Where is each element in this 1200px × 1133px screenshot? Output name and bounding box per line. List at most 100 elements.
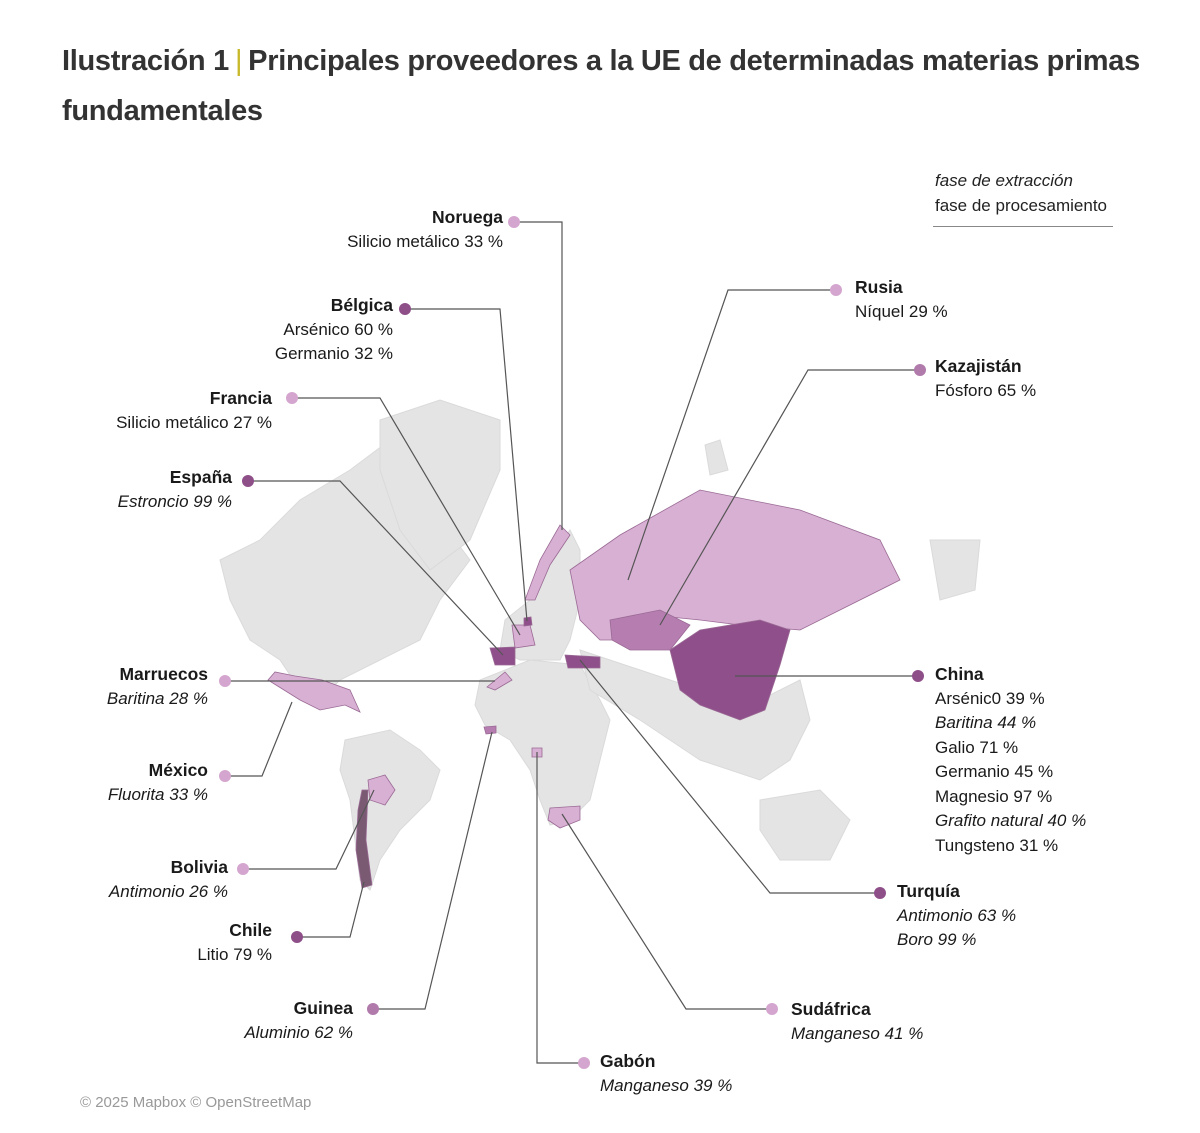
- country-name: Rusia: [855, 277, 903, 297]
- country-mexico: [267, 671, 361, 713]
- country-name: China: [935, 664, 984, 684]
- country-label-marruecos: Marruecos Baritina 28 %: [107, 662, 208, 711]
- material-share: Estroncio 99 %: [117, 491, 232, 511]
- material-share: Manganeso 39 %: [600, 1075, 733, 1095]
- land-arctic-islands: [704, 439, 729, 476]
- country-name: Kazajistán: [935, 356, 1022, 376]
- country-name: Noruega: [432, 207, 503, 227]
- marker-dot-belgica: [399, 303, 411, 315]
- leader-line-noruega: [514, 221, 563, 530]
- leader-line-rusia: [627, 289, 836, 581]
- land-europe: [499, 529, 581, 661]
- leader-line-gabon: [536, 752, 584, 1064]
- country-turkey: [564, 654, 601, 669]
- country-name: España: [169, 467, 232, 487]
- title-separator: |: [234, 45, 243, 77]
- marker-dot-sudafrica: [766, 1003, 778, 1015]
- land-far-east: [929, 539, 981, 601]
- country-name: Sudáfrica: [791, 999, 871, 1019]
- material-share: Baritina 44 %: [935, 713, 1037, 732]
- marker-dot-espana: [242, 475, 254, 487]
- leader-line-belgica: [405, 308, 528, 622]
- material-share: Fósforo 65 %: [935, 380, 1037, 400]
- figure-number: Ilustración 1: [62, 45, 229, 77]
- country-name: Bolivia: [170, 857, 228, 877]
- material-share: Arsénico 60 %: [283, 319, 393, 339]
- leader-line-espana: [248, 480, 504, 656]
- material-share: Tungsteno 31 %: [935, 835, 1059, 855]
- leader-line-chile: [297, 881, 365, 938]
- country-label-turquia: Turquía Antimonio 63 % Boro 99 %: [897, 879, 1016, 953]
- leader-line-kazajistan: [659, 369, 920, 626]
- legend: fase de extracción fase de procesamiento: [935, 168, 1107, 218]
- material-share: Fluorita 33 %: [107, 784, 208, 804]
- legend-processing: fase de procesamiento: [935, 196, 1107, 215]
- country-label-espana: España Estroncio 99 %: [118, 465, 232, 514]
- material-share: Silicio metálico 27 %: [116, 412, 272, 432]
- material-share: Arsénic0 39 %: [935, 688, 1045, 708]
- country-name: México: [148, 760, 208, 780]
- material-share: Níquel 29 %: [855, 301, 948, 321]
- leader-line-bolivia: [243, 789, 375, 870]
- country-morocco: [486, 671, 513, 691]
- legend-divider: [933, 226, 1113, 227]
- country-name: Chile: [229, 920, 272, 940]
- country-label-kazajistan: Kazajistán Fósforo 65 %: [935, 354, 1036, 403]
- marker-dot-kazajistan: [914, 364, 926, 376]
- marker-dot-chile: [291, 931, 303, 943]
- land-south-america: [339, 729, 441, 891]
- material-share: Antimonio 63 %: [897, 905, 1017, 925]
- material-share: Aluminio 62 %: [244, 1022, 353, 1042]
- country-label-gabon: Gabón Manganeso 39 %: [600, 1049, 732, 1098]
- marker-dot-mexico: [219, 770, 231, 782]
- country-label-belgica: Bélgica Arsénico 60 % Germanio 32 %: [275, 293, 393, 367]
- material-share: Boro 99 %: [897, 930, 977, 949]
- marker-dot-francia: [286, 392, 298, 404]
- land-greenland: [379, 399, 501, 571]
- material-share: Baritina 28 %: [106, 688, 208, 708]
- country-russia: [569, 489, 901, 641]
- marker-dot-bolivia: [237, 863, 249, 875]
- marker-dot-gabon: [578, 1057, 590, 1069]
- material-share: Germanio 45 %: [935, 762, 1054, 781]
- country-label-rusia: Rusia Níquel 29 %: [855, 275, 948, 324]
- country-name: Turquía: [897, 881, 960, 901]
- material-share: Antimonio 26 %: [108, 881, 228, 901]
- country-spain: [489, 646, 516, 666]
- country-norway: [524, 524, 571, 601]
- marker-dot-marruecos: [219, 675, 231, 687]
- country-name: Guinea: [293, 998, 353, 1018]
- marker-dot-guinea: [367, 1003, 379, 1015]
- country-label-noruega: Noruega Silicio metálico 33 %: [347, 205, 503, 254]
- country-label-china: China Arsénic0 39 % Baritina 44 % Galio 71 …: [935, 662, 1086, 858]
- country-label-guinea: Guinea Aluminio 62 %: [244, 996, 353, 1045]
- leader-line-guinea: [373, 731, 493, 1010]
- marker-dot-china: [912, 670, 924, 682]
- leader-line-francia: [292, 397, 521, 636]
- country-name: Francia: [209, 388, 272, 408]
- material-share: Galio 71 %: [935, 737, 1019, 757]
- marker-dot-noruega: [508, 216, 520, 228]
- leader-line-mexico: [225, 701, 293, 777]
- legend-extraction: fase de extracción: [935, 171, 1073, 190]
- material-share: Magnesio 97 %: [935, 786, 1053, 806]
- country-belgium: [523, 616, 533, 627]
- country-guinea: [483, 725, 497, 735]
- country-name: Bélgica: [330, 295, 393, 315]
- title-text: Principales proveedores a la UE de deter…: [62, 45, 1140, 127]
- leader-line-sudafrica: [561, 813, 772, 1010]
- country-china: [669, 619, 791, 721]
- marker-dot-rusia: [830, 284, 842, 296]
- page-title: Ilustración 1 | Principales proveedores a …: [62, 36, 1162, 136]
- country-bolivia: [367, 774, 396, 806]
- material-share: Manganeso 41 %: [791, 1023, 924, 1043]
- land-australia: [759, 789, 851, 861]
- marker-dot-turquia: [874, 887, 886, 899]
- country-label-sudafrica: Sudáfrica Manganeso 41 %: [791, 997, 923, 1046]
- material-share: Grafito natural 40 %: [935, 811, 1087, 830]
- country-chile: [355, 789, 373, 889]
- country-label-chile: Chile Litio 79 %: [197, 918, 272, 967]
- leader-line-turquia: [579, 659, 880, 894]
- country-label-francia: Francia Silicio metálico 27 %: [116, 386, 272, 435]
